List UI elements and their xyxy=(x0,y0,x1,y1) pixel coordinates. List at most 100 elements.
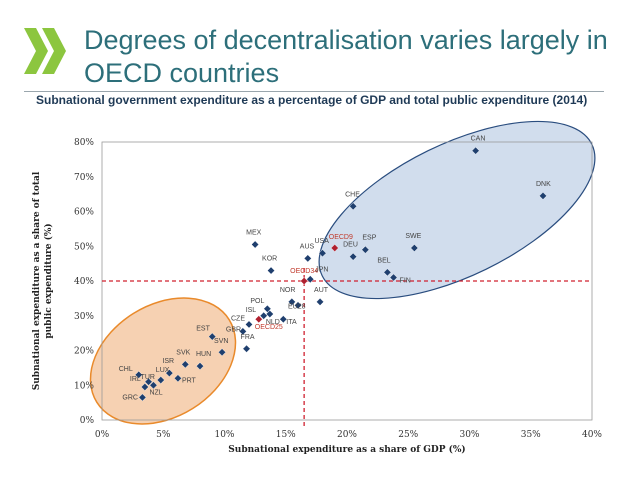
point-label: NZL xyxy=(149,389,162,396)
tick-labels: 0% 5% 10% 15% 20% 25% 30% 35% 40% 0% 10% 20% 30% 40% 5… xyxy=(74,138,602,440)
point-label: USA xyxy=(315,238,330,245)
point-marker xyxy=(267,266,275,275)
point-marker xyxy=(254,315,263,324)
point-marker xyxy=(287,297,296,306)
point-marker xyxy=(238,327,247,336)
point-marker xyxy=(138,393,147,402)
point-label: FIN xyxy=(400,278,411,285)
point-marker xyxy=(208,332,217,341)
oecd-logo xyxy=(24,28,66,74)
point-marker xyxy=(218,348,226,357)
x-tick-label: 15% xyxy=(276,430,296,440)
point-marker xyxy=(181,360,190,369)
point-label: AUT xyxy=(314,287,329,294)
point-marker xyxy=(318,249,327,258)
x-tick-label: 25% xyxy=(398,430,418,440)
point-marker xyxy=(361,245,370,254)
reference-lines xyxy=(102,268,592,428)
y-tick-label: 60% xyxy=(74,208,94,218)
point-label: CAN xyxy=(471,136,486,143)
point-label: CHE xyxy=(345,191,360,198)
x-axis-label: Subnational expenditure as a share of GD… xyxy=(228,444,465,455)
point-label: OECD25 xyxy=(255,324,283,331)
cluster-ellipses xyxy=(89,120,596,425)
point-marker xyxy=(144,377,153,386)
point-marker xyxy=(165,369,174,377)
x-tick-label: 0% xyxy=(95,430,110,440)
point-label: KOR xyxy=(262,256,277,263)
point-label: JPN xyxy=(315,266,328,273)
y-tick-label: 20% xyxy=(74,347,94,357)
point-label: DEU xyxy=(343,242,358,249)
point-label: HUN xyxy=(196,351,211,358)
x-tick-label: 40% xyxy=(582,430,602,440)
point-label: PRT xyxy=(182,377,197,384)
point-marker xyxy=(265,310,274,318)
point-marker xyxy=(156,376,165,384)
point-label: TUR xyxy=(141,374,155,381)
point-label: SVK xyxy=(176,349,190,356)
point-label: IRL xyxy=(130,376,141,383)
point-label: MEX xyxy=(246,230,262,237)
point-label: SVN xyxy=(214,338,228,345)
y-axis-label-line1: Subnational expenditure as a share of to… xyxy=(32,171,42,390)
point-marker xyxy=(383,268,392,277)
blue-cluster-ellipse xyxy=(318,120,596,300)
y-tick-label: 0% xyxy=(80,416,95,426)
point-marker xyxy=(196,362,204,371)
page-title: Degrees of decentralisation varies large… xyxy=(84,25,608,88)
point-label: ITA xyxy=(286,319,297,326)
point-label: SWE xyxy=(405,233,421,240)
y-tick-label: 70% xyxy=(74,173,94,183)
point-label: CZE xyxy=(231,315,245,322)
point-marker xyxy=(251,240,260,249)
point-label: EU28 xyxy=(288,303,306,310)
point-marker xyxy=(279,315,288,324)
point-marker xyxy=(410,244,419,252)
point-label: FRA xyxy=(241,334,255,341)
point-marker xyxy=(316,297,324,306)
point-marker xyxy=(349,202,358,211)
point-label: OECD9 xyxy=(329,234,353,241)
point-marker xyxy=(259,311,268,320)
point-marker xyxy=(349,252,358,261)
point-marker xyxy=(140,383,149,391)
point-label: LUX xyxy=(156,367,170,374)
point-label: AUS xyxy=(300,243,315,250)
y-tick-label: 30% xyxy=(74,312,94,322)
point-marker xyxy=(134,370,143,379)
point-label: OECD34 xyxy=(290,268,318,275)
point-marker xyxy=(306,275,315,284)
y-tick-label: 50% xyxy=(74,242,94,252)
point-marker xyxy=(389,273,398,282)
y-tick-label: 40% xyxy=(74,277,94,287)
point-label: ISR xyxy=(162,358,174,365)
point-marker xyxy=(174,374,182,383)
point-marker xyxy=(263,304,272,313)
y-axis-label-line2: public expenditure (%) xyxy=(43,223,54,338)
y-tick-label: 10% xyxy=(74,381,94,391)
point-marker xyxy=(471,146,480,155)
point-label: CHL xyxy=(119,366,133,373)
point-marker xyxy=(300,277,309,285)
x-tick-label: 5% xyxy=(156,430,171,440)
point-label: NLD xyxy=(266,319,280,326)
point-marker xyxy=(294,301,302,310)
orange-cluster-ellipse xyxy=(89,297,237,425)
y-tick-label: 80% xyxy=(74,138,94,148)
point-label: ISL xyxy=(246,307,257,314)
point-marker xyxy=(303,254,312,263)
point-label: ESP xyxy=(362,235,376,242)
x-tick-label: 10% xyxy=(214,430,234,440)
x-tick-label: 30% xyxy=(459,430,479,440)
point-marker xyxy=(242,344,251,353)
point-marker xyxy=(330,244,339,252)
chart-subtitle: Subnational government expenditure as a … xyxy=(36,93,588,107)
point-label: GRC xyxy=(122,394,138,401)
point-marker xyxy=(539,191,547,200)
point-label: EST xyxy=(196,326,210,333)
point-label: BEL xyxy=(377,257,390,264)
point-marker xyxy=(149,381,158,390)
